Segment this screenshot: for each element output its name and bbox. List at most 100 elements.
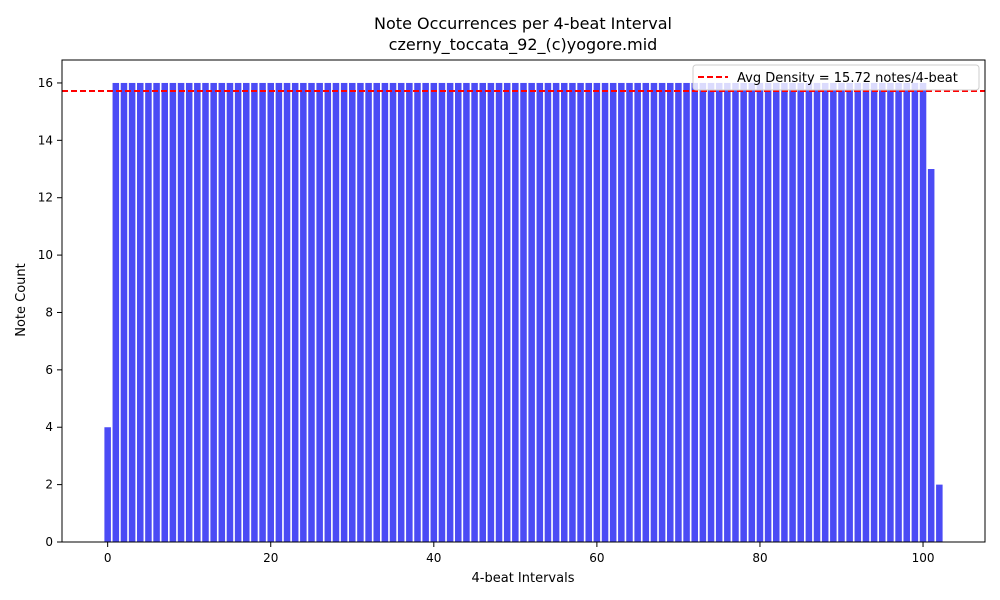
x-tick-label: 40: [426, 551, 441, 565]
bar: [177, 82, 185, 542]
bar: [936, 484, 943, 542]
bar: [642, 82, 650, 542]
bar: [503, 82, 511, 542]
bar: [846, 82, 853, 542]
bar: [137, 82, 144, 542]
bars: [104, 82, 943, 542]
bar: [536, 82, 544, 542]
bar: [324, 82, 332, 542]
bar: [740, 82, 747, 542]
bar: [781, 82, 788, 542]
bar: [340, 82, 348, 542]
bar: [349, 82, 356, 542]
y-tick-label: 10: [38, 248, 53, 262]
bar: [381, 82, 389, 542]
bar: [732, 82, 739, 542]
bar: [569, 82, 576, 542]
bar: [520, 82, 527, 542]
bar: [332, 82, 340, 542]
bar: [879, 82, 886, 542]
bar: [805, 82, 813, 542]
bar: [724, 82, 731, 542]
bar: [911, 82, 919, 542]
y-tick-label: 4: [45, 420, 53, 434]
bar: [373, 82, 380, 542]
bar: [887, 82, 894, 542]
bar: [316, 82, 323, 542]
bar: [291, 82, 299, 542]
bar: [414, 82, 421, 542]
bar: [479, 82, 486, 542]
bar: [683, 82, 690, 542]
bar: [463, 82, 470, 542]
bar: [756, 82, 764, 542]
bar: [789, 82, 796, 542]
bar: [120, 82, 128, 542]
bar: [813, 82, 821, 542]
bar: [773, 82, 780, 542]
bar: [830, 82, 837, 542]
plot-frame: [61, 59, 986, 543]
x-tick-label: 0: [104, 551, 112, 565]
bar: [715, 82, 723, 542]
bar: [234, 82, 242, 542]
bar: [927, 169, 935, 542]
y-tick-label: 14: [38, 133, 53, 147]
bar: [650, 82, 658, 542]
bar: [495, 82, 503, 542]
bar: [397, 82, 405, 542]
bar: [210, 82, 217, 542]
bar: [128, 82, 136, 542]
bar: [446, 82, 454, 542]
bar: [422, 82, 429, 542]
bar: [658, 82, 666, 542]
bar: [275, 82, 283, 542]
bar: [675, 82, 682, 542]
bar: [585, 82, 592, 542]
bar: [903, 82, 910, 542]
bar: [764, 82, 772, 542]
bar: [243, 82, 250, 542]
bar: [895, 82, 902, 542]
bar: [609, 82, 617, 542]
bar: [593, 82, 601, 542]
bar: [259, 82, 266, 542]
x-tick-label: 20: [263, 551, 278, 565]
bar: [626, 82, 633, 542]
bar: [153, 82, 160, 542]
bar: [185, 82, 193, 542]
bar: [862, 82, 870, 542]
x-axis-ticks: 0 20 40 60 80 100: [104, 542, 934, 565]
bar: [365, 82, 372, 542]
bar: [601, 82, 609, 542]
x-axis-label: 4-beat Intervals: [472, 571, 575, 586]
bar: [512, 82, 519, 542]
x-tick-label: 60: [589, 551, 604, 565]
bar: [202, 82, 209, 542]
bar: [218, 82, 226, 542]
chart-subtitle: czerny_toccata_92_(c)yogore.mid: [389, 35, 658, 55]
bar: [618, 82, 625, 542]
bar: [870, 82, 878, 542]
bar: [145, 82, 152, 542]
legend: Avg Density = 15.72 notes/4-beat: [692, 64, 980, 91]
bar: [487, 82, 495, 542]
x-tick-label: 80: [752, 551, 767, 565]
bar: [919, 82, 927, 542]
bar: [430, 82, 438, 542]
y-axis-label: Note Count: [14, 263, 29, 337]
bar: [406, 82, 413, 542]
bar: [748, 82, 756, 542]
bar: [577, 82, 584, 542]
bar: [161, 82, 168, 542]
bar: [821, 82, 829, 542]
bar: [112, 82, 120, 542]
y-tick-label: 8: [45, 305, 53, 319]
bar: [561, 82, 568, 542]
bar: [667, 82, 674, 542]
bar: [169, 82, 177, 542]
y-axis-ticks: 0 2 4 6 8 10 12 14 16: [38, 76, 62, 549]
bar: [455, 82, 462, 542]
bar: [308, 82, 315, 542]
